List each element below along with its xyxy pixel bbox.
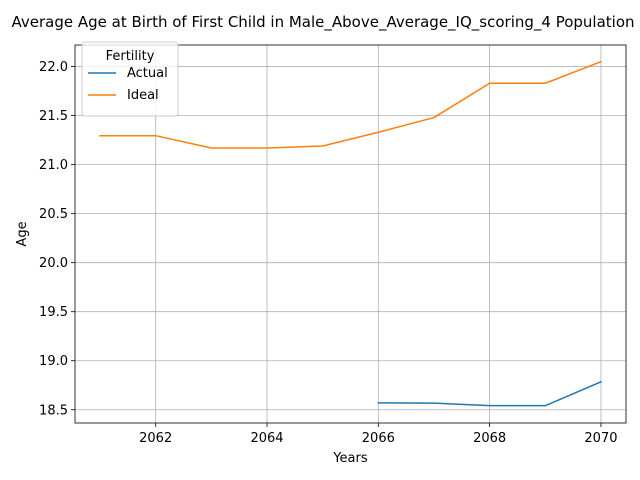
chart-title: Average Age at Birth of First Child in M… [11, 13, 634, 32]
x-tick-label: 2070 [584, 431, 617, 446]
x-tick-label: 2062 [139, 431, 172, 446]
y-tick-label: 20.5 [39, 207, 68, 222]
y-tick-label: 20.0 [39, 256, 68, 271]
y-tick-label: 18.5 [39, 403, 68, 418]
legend: Fertility Actual Ideal [81, 41, 179, 117]
x-tick-label: 2068 [473, 431, 506, 446]
x-tick-label: 2064 [250, 431, 283, 446]
series-line-ideal [99, 60, 602, 149]
y-tick-label: 19.5 [39, 305, 68, 320]
x-axis-label: Years [332, 451, 368, 466]
y-tick-label: 19.0 [39, 354, 68, 369]
y-tick-label: 21.5 [39, 109, 68, 124]
x-tick-label: 2066 [362, 431, 395, 446]
legend-title: Fertility [106, 49, 155, 64]
y-tick-label: 21.0 [39, 158, 68, 173]
y-tick-label: 22.0 [39, 60, 68, 75]
y-axis-label: Age [15, 221, 30, 246]
legend-label-ideal: Ideal [127, 88, 159, 103]
axes-frame [74, 44, 627, 424]
legend-label-actual: Actual [127, 66, 168, 81]
legend-box [81, 41, 179, 117]
ticks: 2062 2064 2066 2068 2070 18.5 19.0 19.5 20.0 20.5… [39, 60, 617, 446]
legend-entries: Actual Ideal [88, 66, 168, 103]
series-line-actual [377, 380, 602, 407]
series-group [99, 60, 602, 407]
